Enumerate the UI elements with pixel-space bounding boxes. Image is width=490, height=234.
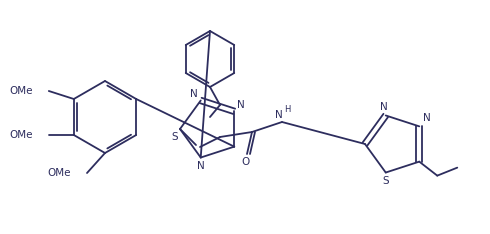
Text: N: N (197, 161, 205, 171)
Text: OMe: OMe (9, 130, 33, 140)
Text: N: N (380, 102, 388, 113)
Text: H: H (284, 106, 290, 114)
Text: S: S (382, 176, 389, 186)
Text: OMe: OMe (9, 86, 33, 96)
Text: S: S (172, 132, 178, 142)
Text: N: N (423, 113, 431, 123)
Text: OMe: OMe (48, 168, 71, 178)
Text: N: N (190, 89, 197, 99)
Text: N: N (237, 100, 245, 110)
Text: O: O (241, 157, 249, 167)
Text: N: N (275, 110, 283, 120)
